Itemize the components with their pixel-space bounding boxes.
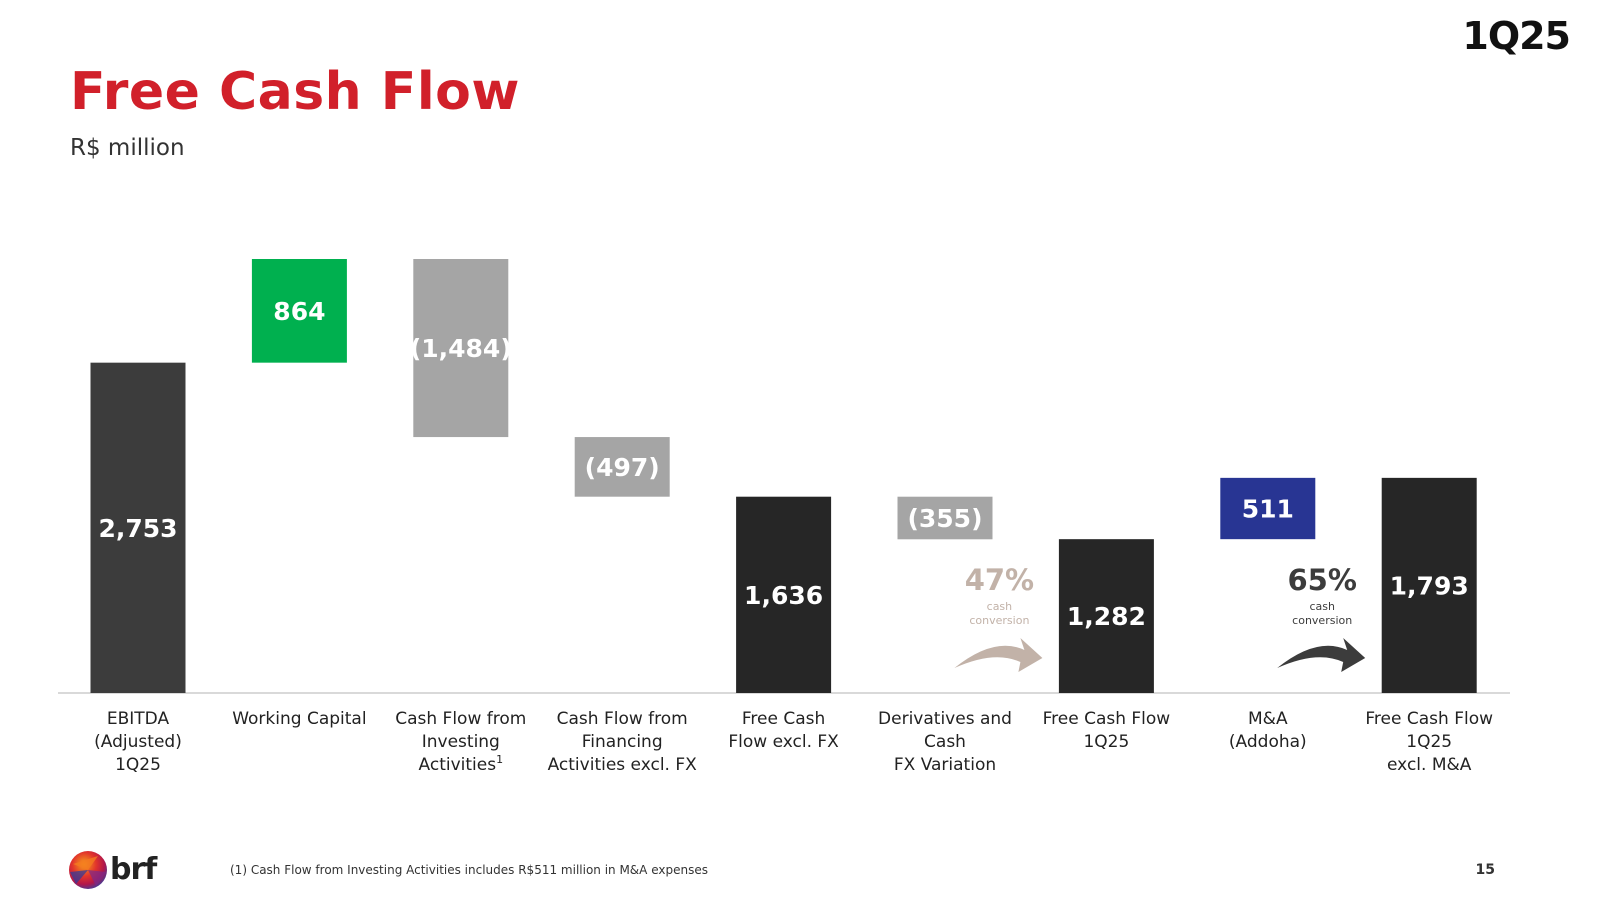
category-label: Free Cash Flow 1Q25: [1043, 709, 1171, 752]
data-label: (497): [585, 453, 660, 482]
bar: [1381, 477, 1477, 693]
curved-arrow-icon: [1277, 638, 1366, 672]
category-label: Derivatives and Cash FX Variation: [878, 709, 1012, 775]
data-label: (1,484): [410, 334, 512, 363]
curved-arrow-icon: [954, 638, 1043, 672]
waterfall-chart: 2,753 EBITDA (Adjusted) 1Q25 864 Working Capi…: [58, 259, 1510, 775]
brf-logo: brf: [68, 850, 178, 892]
bar: [251, 259, 347, 363]
category-label: Free Cash Flow excl. FX: [728, 709, 839, 752]
page-number: 15: [1475, 862, 1495, 878]
category-label: Working Capital: [232, 709, 366, 729]
category-label: Cash Flow from Investing Activities1: [395, 709, 526, 775]
bar: [1220, 477, 1316, 540]
cash-conversion-label: cash conversion: [969, 600, 1029, 627]
quarter-label: 1Q25: [1462, 14, 1571, 58]
bar: [413, 259, 509, 438]
bar: [90, 362, 186, 693]
footnote: (1) Cash Flow from Investing Activities …: [230, 863, 708, 877]
data-label: 511: [1242, 495, 1294, 524]
category-label: Cash Flow from Financing Activities excl. …: [548, 709, 698, 775]
category-label: Free Cash Flow 1Q25 excl. M&A: [1365, 709, 1493, 775]
data-label: 864: [273, 297, 325, 326]
unit-subtitle: R$ million: [70, 135, 185, 161]
cash-conversion-value: 65%: [1287, 563, 1356, 597]
cash-conversion-label: cash conversion: [1292, 600, 1352, 627]
bar: [574, 437, 670, 497]
data-label: 1,793: [1390, 571, 1469, 600]
bar: [1058, 539, 1154, 693]
data-label: 1,282: [1067, 602, 1146, 631]
page-title: Free Cash Flow: [70, 62, 520, 122]
data-label: (355): [907, 504, 982, 533]
category-label: EBITDA (Adjusted) 1Q25: [94, 709, 182, 775]
bar: [736, 496, 832, 693]
data-label: 1,636: [744, 581, 823, 610]
bar: [897, 496, 993, 540]
logo-text: brf: [110, 852, 157, 887]
category-label: M&A (Addoha): [1229, 709, 1307, 752]
cash-conversion-value: 47%: [965, 563, 1034, 597]
data-label: 2,753: [98, 514, 177, 543]
brf-logo-icon: [69, 851, 107, 889]
